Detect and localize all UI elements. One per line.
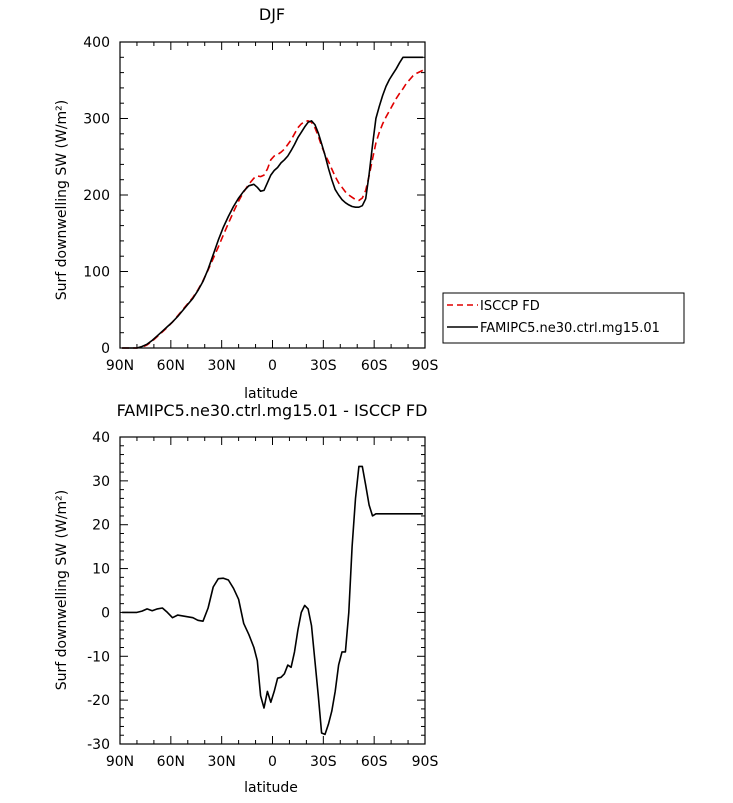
top-x-tick-label: 90S <box>412 358 439 374</box>
top-y-tick-label: 0 <box>101 341 110 357</box>
top-series-line-famipc5-ne30-ctrl-mg15-01 <box>122 56 423 349</box>
bottom-series-lines <box>122 465 423 736</box>
bottom-y-tick-label: 20 <box>92 518 110 534</box>
bottom-y-tick-label: -20 <box>87 693 110 709</box>
top-x-tick-label: 60N <box>157 358 185 374</box>
bottom-x-tick-label: 90S <box>412 754 439 770</box>
top-x-tick-label: 30N <box>208 358 236 374</box>
bottom-x-tick-label: 60N <box>157 754 185 770</box>
bottom-y-tick-label: -10 <box>87 649 110 665</box>
bottom-x-axis-label: latitude <box>244 780 298 796</box>
bottom-chart-title: FAMIPC5.ne30.ctrl.mg15.01 - ISCCP FD <box>117 401 428 420</box>
bottom-series-line-0 <box>122 465 423 736</box>
top-plot-frame <box>119 41 426 349</box>
bottom-x-tick-label: 30N <box>208 754 236 770</box>
top-y-axis-label: Surf downwelling SW (W/m²) <box>54 100 70 301</box>
bottom-y-tick-label: 40 <box>92 430 110 446</box>
legend-box <box>442 292 685 344</box>
top-y-tick-label: 100 <box>83 265 110 281</box>
top-axes: 90N 60N 30N 0 30S 60S 90S 0 100 200 300 400 <box>83 35 438 374</box>
top-chart-title: DJF <box>259 5 285 24</box>
legend-label-famipc5: FAMIPC5.ne30.ctrl.mg15.01 <box>480 321 660 336</box>
bottom-plot-frame <box>119 436 426 745</box>
legend: ISCCP FD FAMIPC5.ne30.ctrl.mg15.01 <box>442 292 685 344</box>
bottom-y-tick-label: 10 <box>92 562 110 578</box>
bottom-x-tick-label: 60S <box>361 754 388 770</box>
bottom-x-tick-label: 0 <box>268 754 277 770</box>
top-panel: DJF 90N 60N 30N 0 30S 60S 90S 0 100 200 300 400 lat… <box>54 5 438 402</box>
legend-label-isccp: ISCCP FD <box>480 299 540 314</box>
top-x-tick-label: 90N <box>106 358 134 374</box>
top-y-tick-label: 300 <box>83 112 110 128</box>
bottom-y-axis-label: Surf downwelling SW (W/m²) <box>54 490 70 691</box>
bottom-x-tick-label: 90N <box>106 754 134 770</box>
top-y-tick-label: 200 <box>83 188 110 204</box>
bottom-y-tick-label: -30 <box>87 737 110 753</box>
bottom-y-tick-label: 0 <box>101 605 110 621</box>
top-series-lines <box>122 56 424 349</box>
bottom-panel: FAMIPC5.ne30.ctrl.mg15.01 - ISCCP FD 90N… <box>54 401 438 796</box>
bottom-axes: 90N 60N 30N 0 30S 60S 90S -30 -20 -10 0 10 20 30 40 <box>87 430 438 770</box>
bottom-x-tick-label: 30S <box>310 754 337 770</box>
bottom-y-tick-label: 30 <box>92 474 110 490</box>
top-x-tick-label: 30S <box>310 358 337 374</box>
top-x-axis-label: latitude <box>244 386 298 402</box>
top-x-tick-label: 0 <box>268 358 277 374</box>
top-x-tick-label: 60S <box>361 358 388 374</box>
top-y-tick-label: 400 <box>83 35 110 51</box>
